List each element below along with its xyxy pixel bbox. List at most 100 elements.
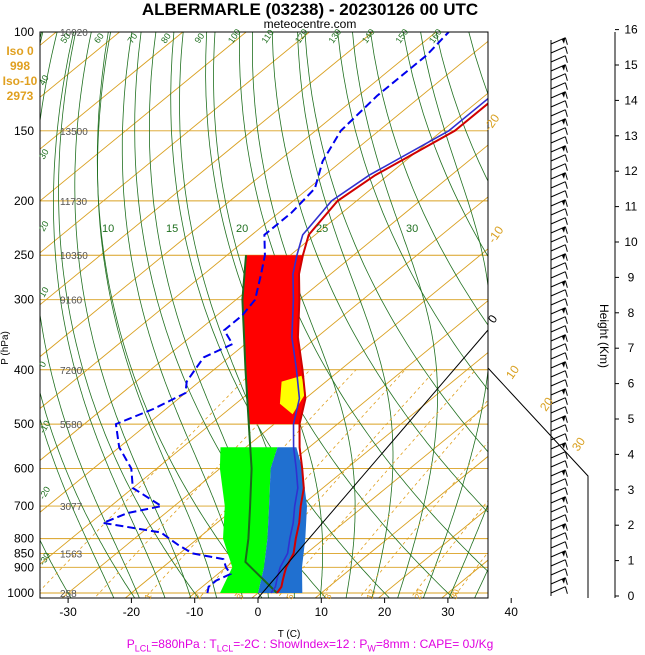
barb-shaft: [550, 127, 566, 135]
x-tick-label: 0: [255, 605, 262, 619]
pressure-tick-label: 1000: [7, 586, 34, 600]
wind-barb: [550, 271, 568, 279]
pressure-tick-label: 300: [14, 293, 34, 307]
wind-barb: [550, 370, 568, 378]
height-tick-label: 5: [628, 412, 635, 426]
barb-feather: [564, 190, 568, 198]
barb-shaft: [550, 514, 566, 522]
wind-barb: [550, 307, 568, 315]
barb-feather: [564, 289, 568, 297]
barb-shaft: [550, 586, 566, 594]
dry-adiabat: [502, 32, 645, 605]
barb-feather: [564, 226, 568, 234]
mixing-ratio-label: 8: [322, 593, 333, 601]
wind-barb: [550, 541, 568, 549]
moist-adiabat-label: 10: [102, 223, 114, 235]
barb-feather: [564, 82, 568, 90]
x-tick-label: 20: [378, 605, 392, 619]
wind-barb: [550, 208, 568, 216]
barb-shaft: [550, 532, 566, 540]
mixing-ratio-label: 5: [284, 593, 295, 601]
barb-feather: [564, 91, 568, 99]
cin-area: [279, 375, 306, 415]
isotherm-line: [40, 32, 374, 306]
wind-barb: [550, 154, 568, 162]
barb-feather: [564, 433, 568, 441]
barb-shaft: [550, 190, 566, 198]
height-tick-label: 12: [624, 164, 638, 178]
barb-shaft: [550, 379, 566, 387]
pressure-tick-label: 250: [14, 248, 34, 262]
barb-shaft: [550, 388, 566, 396]
theta-side-label: -10: [37, 419, 52, 435]
moist-adiabat-label: 15: [166, 223, 178, 235]
moist-adiabat: [97, 32, 218, 598]
chart-subtitle: meteocentre.com: [263, 17, 357, 31]
mixing-ratio-line: [144, 369, 357, 598]
barb-feather: [564, 532, 568, 540]
barb-shaft: [550, 352, 566, 360]
moist-adiabat: [74, 32, 192, 598]
theta-side-label: 20: [37, 219, 51, 233]
wind-barb: [550, 442, 568, 450]
barb-feather: [564, 271, 568, 279]
mixing-ratio-line: [40, 369, 255, 592]
barb-shaft: [550, 568, 566, 576]
x-tick-label: -30: [59, 605, 77, 619]
barb-shaft: [550, 100, 566, 108]
barb-shaft: [550, 415, 566, 423]
moist-adiabat-label: 30: [406, 223, 418, 235]
wind-barb: [550, 406, 568, 414]
axes: 1001502002503004005006007008008509001000…: [0, 23, 638, 640]
barb-feather: [564, 325, 568, 333]
wind-barb: [550, 334, 568, 342]
barb-pennant: [561, 361, 566, 368]
height-tick-label: 6: [628, 377, 635, 391]
mixing-ratio-label: 30: [448, 588, 461, 601]
geopotential-label: 10350: [60, 251, 88, 262]
isotherm-line: [40, 32, 120, 98]
isotherm-line: [40, 144, 488, 513]
geopotential-label: 13500: [60, 127, 88, 138]
moist-adiabat: [213, 32, 323, 598]
barb-shaft: [550, 199, 566, 207]
barb-shaft: [550, 424, 566, 432]
wind-barb: [550, 226, 568, 234]
dry-adiabat-label: 60: [92, 31, 106, 45]
dry-adiabat: [435, 32, 488, 182]
barb-feather: [564, 523, 568, 531]
isotherm-line: [40, 196, 488, 565]
barb-shaft: [550, 343, 566, 351]
barb-feather: [564, 73, 568, 81]
barb-shaft: [550, 37, 566, 45]
height-tick-label: 16: [624, 23, 638, 37]
wind-barbs: [550, 37, 568, 596]
pressure-tick-label: 100: [14, 25, 34, 39]
barb-feather: [564, 199, 568, 207]
barb-feather: [564, 136, 568, 144]
barb-feather: [564, 172, 568, 180]
hodograph-lines: [257, 329, 589, 599]
blue-area: [258, 447, 307, 593]
zero-isotherm-extension: [257, 329, 489, 599]
barb-shaft: [550, 253, 566, 261]
barb-pennant: [561, 442, 566, 449]
tlcl-value: -2C: [240, 637, 260, 651]
barb-shaft: [550, 451, 566, 459]
isotherm-label: 30: [569, 434, 588, 453]
barb-shaft: [550, 469, 566, 477]
isotherm-line: [40, 40, 488, 410]
mixing-ratio-label: 12: [364, 588, 377, 601]
barb-feather: [564, 46, 568, 54]
barb-shaft: [550, 118, 566, 126]
barb-shaft: [550, 559, 566, 567]
barb-feather: [564, 343, 568, 351]
barb-shaft: [550, 244, 566, 252]
barb-shaft: [550, 577, 566, 585]
barb-feather: [564, 55, 568, 63]
mixing-ratio-line: [358, 441, 488, 598]
barb-shaft: [550, 136, 566, 144]
pressure-tick-label: 200: [14, 194, 34, 208]
wind-barb: [550, 343, 568, 351]
barb-feather: [564, 496, 568, 504]
